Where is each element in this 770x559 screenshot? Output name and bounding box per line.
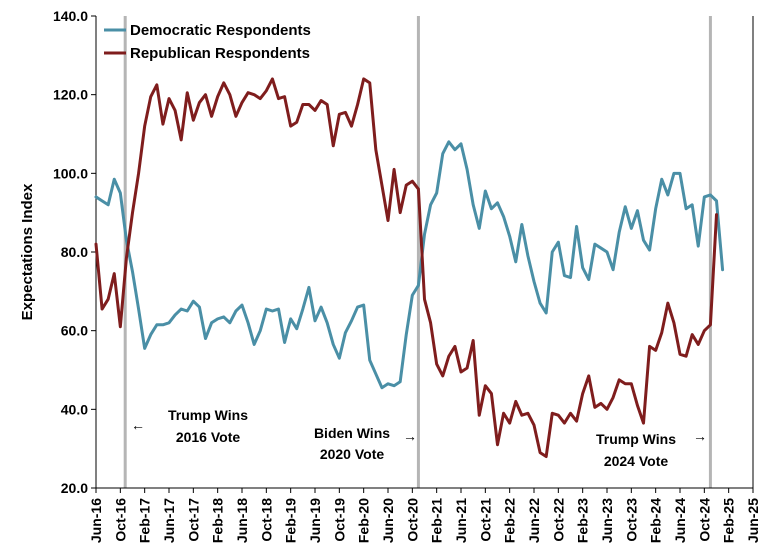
x-tick-label: Jun-23: [599, 498, 615, 543]
x-tick-label: Feb-17: [137, 498, 153, 543]
x-tick-label: Jun-18: [234, 498, 250, 543]
x-tick-label: Feb-19: [283, 498, 299, 543]
y-tick-label: 20.0: [61, 480, 88, 496]
event-label-line2: 2024 Vote: [604, 453, 669, 469]
x-ticks: Jun-16 Oct-16 Feb-17 Jun-17 Oct-17 Feb-18 Jun-…: [88, 488, 761, 543]
x-tick-label: Jun-16: [88, 498, 104, 543]
event-label-line2: 2020 Vote: [320, 446, 385, 462]
x-tick-label: Feb-24: [648, 498, 664, 543]
x-tick-label: Feb-18: [210, 498, 226, 543]
y-tick-label: 40.0: [61, 401, 88, 417]
x-tick-label: Jun-24: [672, 498, 688, 543]
x-tick-label: Feb-21: [429, 498, 445, 543]
y-axis-title: Expectations Index: [19, 183, 36, 320]
y-tick-label: 120.0: [53, 87, 88, 103]
event-label-line1: Biden Wins: [314, 425, 390, 441]
legend-label: Democratic Respondents: [130, 22, 311, 39]
y-ticks: 20.0 40.0 60.0 80.0 100.0 120.0 140.0: [53, 8, 96, 496]
x-tick-label: Jun-21: [453, 498, 469, 543]
legend: Democratic Respondents Republican Respond…: [104, 22, 311, 62]
event-annotations: Trump Wins 2016 Vote ← Biden Wins 2020 Vote →…: [131, 407, 707, 469]
x-tick-label: Oct-18: [258, 498, 274, 542]
x-tick-label: Oct-24: [696, 498, 712, 542]
legend-label: Republican Respondents: [130, 45, 310, 62]
event-arrow: →: [693, 428, 707, 444]
x-tick-label: Feb-22: [502, 498, 518, 543]
x-tick-label: Oct-16: [112, 498, 128, 542]
x-tick-label: Oct-20: [404, 498, 420, 542]
event-label-line1: Trump Wins: [168, 407, 248, 423]
y-tick-label: 140.0: [53, 8, 88, 24]
x-tick-label: Feb-20: [356, 498, 372, 543]
y-tick-label: 60.0: [61, 323, 88, 339]
x-tick-label: Feb-23: [575, 498, 591, 543]
republican-series-line: [94, 77, 718, 459]
x-tick-label: Jun-19: [307, 498, 323, 543]
y-tick-label: 100.0: [53, 165, 88, 181]
democratic-series-line: [94, 140, 725, 390]
event-label-line1: Trump Wins: [596, 431, 676, 447]
x-tick-label: Oct-17: [185, 498, 201, 542]
x-tick-label: Oct-23: [623, 498, 639, 542]
y-tick-label: 80.0: [61, 244, 88, 260]
series-lines: [94, 77, 725, 459]
vertical-marker-lines: [123, 16, 712, 488]
event-arrow: ←: [131, 417, 145, 433]
x-tick-label: Feb-25: [721, 498, 737, 543]
x-tick-label: Jun-17: [161, 498, 177, 543]
x-tick-label: Oct-22: [550, 498, 566, 542]
event-label-line2: 2016 Vote: [176, 429, 241, 445]
event-arrow: →: [403, 428, 417, 444]
x-tick-label: Jun-25: [745, 498, 761, 543]
x-tick-label: Oct-19: [331, 498, 347, 542]
x-tick-label: Jun-22: [526, 498, 542, 543]
x-tick-label: Oct-21: [477, 498, 493, 542]
x-tick-label: Jun-20: [380, 498, 396, 543]
